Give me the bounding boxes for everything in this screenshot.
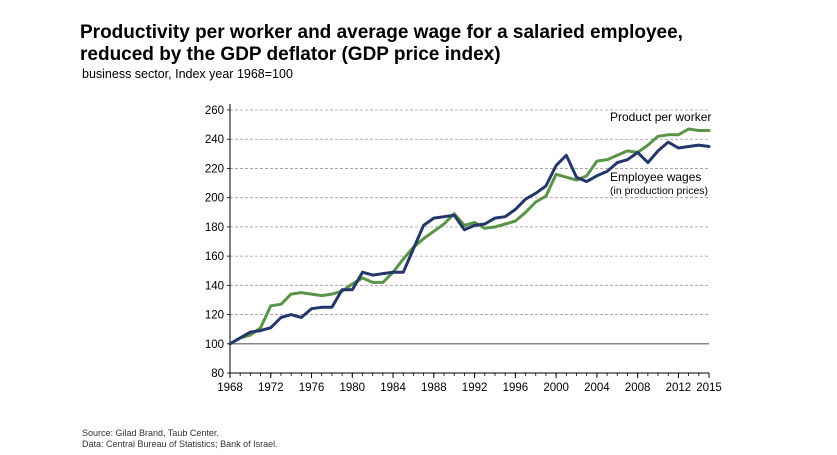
- series-line-employee-wages: [228, 140, 711, 346]
- series-label-product-per-worker: Product per worker: [610, 110, 711, 124]
- x-tick-label: 1988: [421, 382, 447, 394]
- chart-title: Productivity per worker and average wage…: [80, 22, 780, 66]
- source-note: Source: Gilad Brand, Taub Center. Data: …: [82, 428, 278, 450]
- x-tick-label: 1992: [462, 382, 488, 394]
- x-tick-label: 1996: [503, 382, 529, 394]
- y-tick-label: 80: [211, 368, 224, 380]
- source-line: Source: Gilad Brand, Taub Center.: [82, 428, 219, 438]
- series-line-product-per-worker: [228, 127, 711, 346]
- y-tick-label: 160: [205, 251, 224, 263]
- chart-subtitle: business sector, Index year 1968=100: [82, 67, 293, 81]
- x-tick-label: 2015: [696, 382, 722, 394]
- data-source-line: Data: Central Bureau of Statistics; Bank…: [82, 439, 278, 449]
- y-tick-label: 260: [205, 105, 224, 117]
- y-tick-label: 220: [205, 163, 224, 175]
- series-label-employee-wages-note: (in production prices): [610, 185, 708, 197]
- x-tick-label: 2008: [625, 382, 651, 394]
- y-tick-label: 240: [205, 134, 224, 146]
- x-tick-label: 1972: [258, 382, 284, 394]
- series-label-employee-wages: Employee wages: [610, 170, 701, 184]
- y-tick-label: 140: [205, 280, 224, 292]
- x-tick-label: 1968: [217, 382, 243, 394]
- x-tick-label: 2012: [666, 382, 692, 394]
- x-tick-label: 2000: [543, 382, 569, 394]
- y-tick-label: 180: [205, 222, 224, 234]
- chart-title-line-2: reduced by the GDP deflator (GDP price i…: [80, 44, 501, 65]
- x-tick-label: 2004: [584, 382, 610, 394]
- x-tick-label: 1984: [380, 382, 406, 394]
- y-tick-label: 200: [205, 193, 224, 205]
- chart-title-line-1: Productivity per worker and average wage…: [80, 22, 683, 43]
- x-tick-label: 1980: [340, 382, 366, 394]
- y-tick-label: 120: [205, 310, 224, 322]
- y-tick-label: 100: [205, 339, 224, 351]
- x-tick-label: 1976: [299, 382, 325, 394]
